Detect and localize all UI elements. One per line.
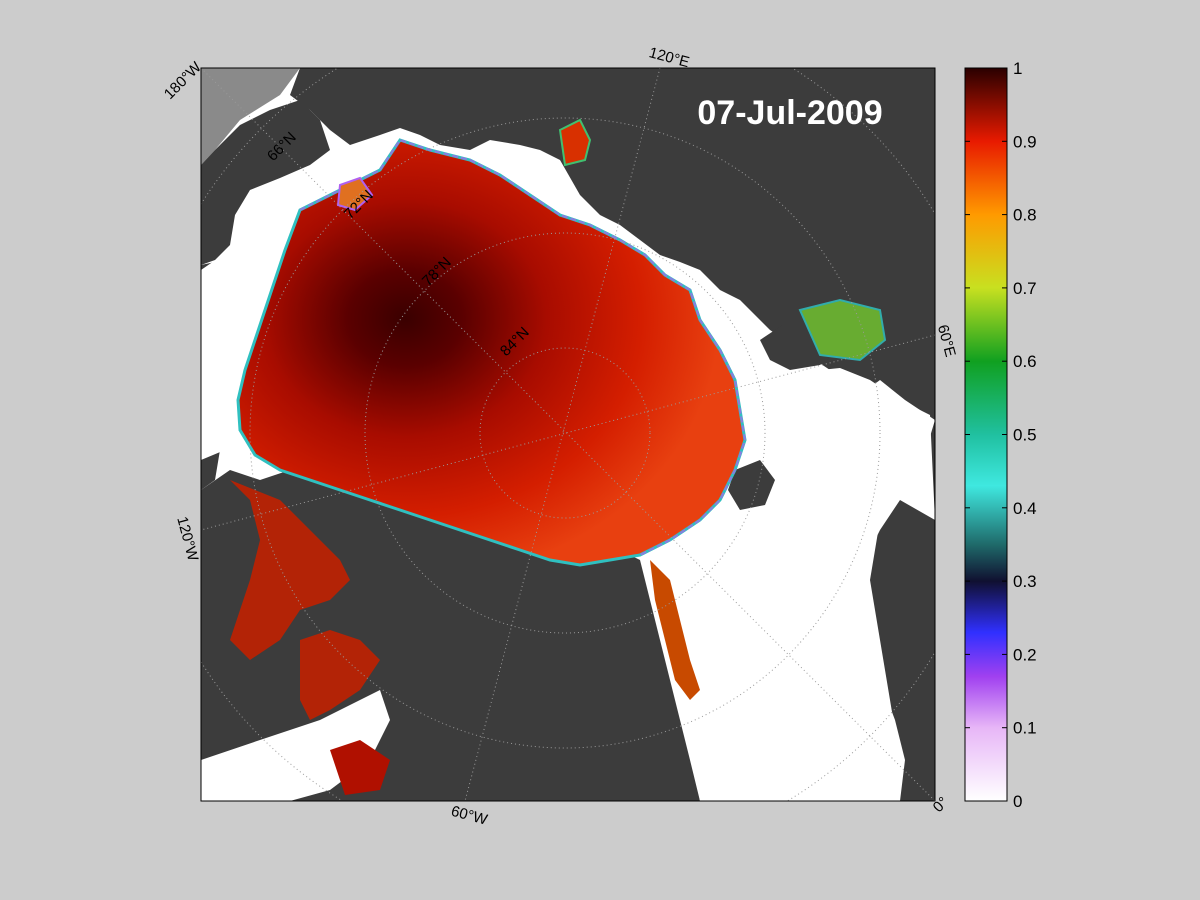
archipelago-ice xyxy=(230,480,700,795)
colorbar: 1 0.9 0.8 0.7 0.6 0.5 0.4 0.3 0.2 0.1 0 xyxy=(964,59,1037,811)
archipelago-ice-strip-2 xyxy=(300,630,380,720)
colorbar-tick-label: 0.4 xyxy=(1013,499,1037,518)
sea-ice-map xyxy=(201,68,935,801)
land-svalbard xyxy=(728,460,775,510)
east-siberian-ice-fringe xyxy=(336,176,374,212)
meridian-label-180w: 180°W xyxy=(161,58,206,103)
kara-ice-fringe xyxy=(798,298,887,362)
colorbar-tick-label: 0.8 xyxy=(1013,206,1037,225)
baffin-ice-patch xyxy=(330,740,390,795)
colorbar-gradient xyxy=(964,67,1008,802)
laptev-ice-fringe xyxy=(558,118,592,167)
map-frame xyxy=(200,67,936,802)
barents-sea-open-water xyxy=(760,368,935,520)
colorbar-tick-label: 0.2 xyxy=(1013,645,1037,664)
meridian-label-60e: 60°E xyxy=(934,323,959,359)
meridian-label-120e: 120°E xyxy=(647,44,691,71)
archipelago-ice-strip-1 xyxy=(230,480,350,660)
meridian-60e-120w xyxy=(201,334,935,531)
meridian-120e-60w xyxy=(464,68,661,801)
east-greenland-ice xyxy=(650,560,700,700)
colorbar-tick-label: 0.5 xyxy=(1013,426,1037,445)
parallel-72n-circle xyxy=(249,117,881,749)
meridian-label-120w: 120°W xyxy=(173,515,201,564)
meridian-label-60w: 60°W xyxy=(449,803,490,829)
land-scandinavia xyxy=(865,420,935,801)
meridian-180w-0 xyxy=(201,68,935,801)
colorbar-tick-label: 0.9 xyxy=(1013,132,1037,151)
siberian-ice-fringes xyxy=(336,118,887,362)
colorbar-tick-label: 0.7 xyxy=(1013,279,1037,298)
date-title: 07-Jul-2009 xyxy=(697,94,882,132)
parallel-84n-circle xyxy=(479,347,651,519)
land-alaska-chukotka xyxy=(201,100,330,265)
graticule xyxy=(201,68,935,801)
parallel-78n-circle xyxy=(364,232,766,634)
colorbar-tick-label: 0.6 xyxy=(1013,352,1037,371)
colorbar-ticks: 1 0.9 0.8 0.7 0.6 0.5 0.4 0.3 0.2 0.1 0 xyxy=(965,59,1037,811)
colorbar-tick-label: 0 xyxy=(1013,792,1022,811)
colorbar-tick-label: 1 xyxy=(1013,59,1022,78)
colorbar-tick-label: 0.3 xyxy=(1013,572,1037,591)
colorbar-tick-label: 0.1 xyxy=(1013,719,1037,738)
outside-projection-region xyxy=(201,68,300,165)
greenland-sea-open-water xyxy=(690,470,900,801)
